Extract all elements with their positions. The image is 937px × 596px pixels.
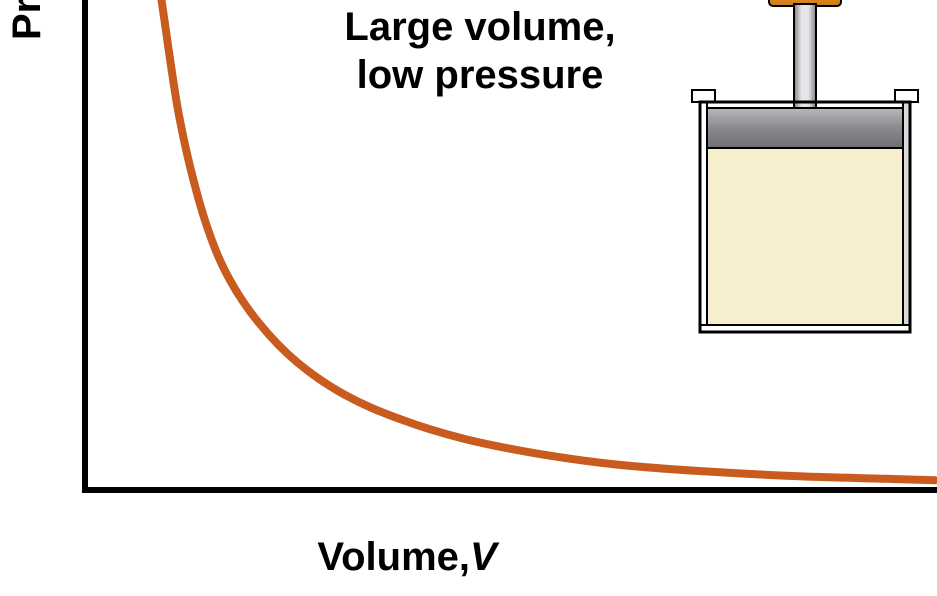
y-axis-label-fragment: Pre [5, 0, 49, 40]
annotation-line-1: Large volume, [344, 5, 615, 49]
x-axis-label-var: V [470, 535, 500, 579]
annotation-line-2: low pressure [357, 53, 604, 97]
x-axis-label-word: Volume, [317, 535, 470, 579]
piston-diagram [692, 0, 918, 332]
